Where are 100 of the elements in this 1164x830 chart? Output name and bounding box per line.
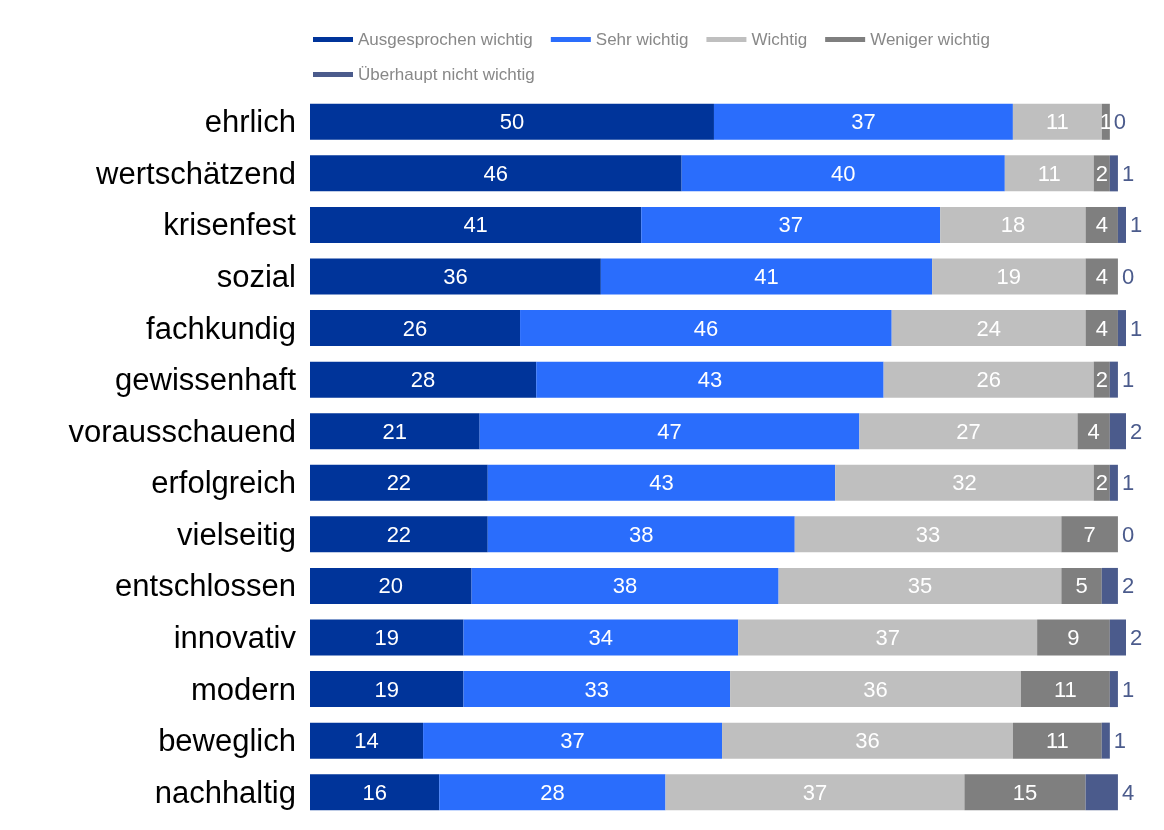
data-label: 2: [1095, 470, 1108, 496]
data-label: 37: [851, 109, 876, 135]
bar: [487, 516, 795, 553]
bar: [310, 258, 601, 295]
data-label: 18: [1000, 212, 1026, 238]
data-label: 11: [1037, 160, 1061, 186]
bar: [310, 567, 472, 604]
bar: [1012, 103, 1102, 140]
bar: [310, 310, 521, 347]
data-label: 20: [378, 573, 404, 599]
data-label: 2: [1095, 367, 1108, 393]
y-tick-label: wertschätzend: [95, 155, 296, 191]
bar: [310, 619, 464, 656]
data-label: 4: [1121, 779, 1135, 805]
legend-label: Weniger wichtig: [870, 30, 990, 49]
data-label: 0: [1121, 521, 1135, 547]
y-tick-label: beweglich: [158, 723, 296, 759]
bar: [641, 206, 941, 243]
data-label: 38: [629, 521, 654, 547]
bar: [722, 722, 1013, 759]
data-label: 27: [956, 418, 981, 444]
data-label: 28: [410, 367, 436, 393]
bar: [1109, 361, 1118, 398]
bar: [778, 567, 1062, 604]
bar: [932, 258, 1086, 295]
data-label: 9: [1067, 625, 1080, 650]
data-label: 4: [1095, 315, 1108, 341]
legend-label: Sehr wichtig: [595, 30, 689, 49]
data-label: 2: [1121, 573, 1135, 599]
bar: [1101, 722, 1110, 759]
data-label: 37: [875, 625, 900, 650]
bar: [1012, 722, 1102, 759]
data-label: 5: [1075, 573, 1088, 599]
bar: [1085, 258, 1118, 295]
bar: [310, 413, 480, 450]
data-label: 36: [863, 676, 888, 702]
data-label: 38: [612, 573, 638, 599]
data-label: 33: [584, 676, 610, 702]
data-label: 22: [386, 521, 412, 547]
bar: [1109, 671, 1118, 708]
data-label: 34: [588, 625, 614, 650]
bar: [439, 774, 666, 811]
bar: [310, 464, 488, 501]
data-label: 1: [1121, 676, 1135, 702]
data-label: 1: [1121, 160, 1135, 186]
y-tick-label: vielseitig: [177, 516, 296, 552]
bar: [487, 464, 836, 501]
bar: [310, 206, 642, 243]
bar: [310, 103, 714, 140]
data-label: 36: [443, 264, 468, 289]
data-label: 19: [374, 676, 399, 702]
bar: [1085, 206, 1118, 243]
data-label: 1: [1113, 728, 1127, 754]
bar: [1117, 206, 1126, 243]
bar: [1085, 774, 1118, 811]
y-tick-label: entschlossen: [115, 568, 296, 604]
data-label: 37: [560, 728, 585, 754]
data-label: 1: [1099, 109, 1112, 135]
y-tick-label: krisenfest: [163, 207, 297, 243]
bar: [1077, 413, 1110, 450]
bar: [1020, 671, 1110, 708]
y-tick-label: innovativ: [173, 620, 297, 655]
bar: [310, 155, 682, 192]
legend-label: Wichtig: [751, 30, 808, 49]
bar: [520, 310, 892, 347]
bar: [1061, 516, 1118, 553]
data-label: 36: [855, 728, 880, 754]
bar: [713, 103, 1013, 140]
data-label: 19: [374, 625, 399, 650]
data-label: 0: [1113, 109, 1127, 135]
data-label: 28: [540, 779, 565, 805]
y-tick-label: modern: [190, 671, 296, 707]
data-label: 37: [778, 212, 803, 238]
data-label: 46: [483, 160, 509, 186]
data-label: 0: [1121, 264, 1135, 289]
data-label: 37: [802, 779, 828, 805]
bar: [1117, 310, 1126, 347]
bar: [891, 310, 1086, 347]
y-tick-label: ehrlich: [204, 104, 296, 140]
data-label: 26: [976, 367, 1001, 393]
bar: [1109, 413, 1126, 450]
bar: [730, 671, 1021, 708]
bar: [479, 413, 860, 450]
bar: [1037, 619, 1110, 656]
data-label: 41: [754, 264, 779, 289]
data-label: 4: [1095, 212, 1108, 238]
data-label: 2: [1095, 160, 1108, 186]
bar: [738, 619, 1038, 656]
bar: [859, 413, 1078, 450]
data-label: 24: [976, 315, 1001, 341]
bar: [964, 774, 1086, 811]
bar: [310, 361, 537, 398]
data-label: 11: [1053, 676, 1077, 702]
data-label: 32: [952, 470, 977, 496]
bar: [1109, 464, 1118, 501]
bar: [794, 516, 1062, 553]
bar: [681, 155, 1005, 192]
data-label: 16: [362, 779, 387, 805]
y-tick-label: fachkundig: [146, 310, 296, 346]
bar: [463, 671, 731, 708]
